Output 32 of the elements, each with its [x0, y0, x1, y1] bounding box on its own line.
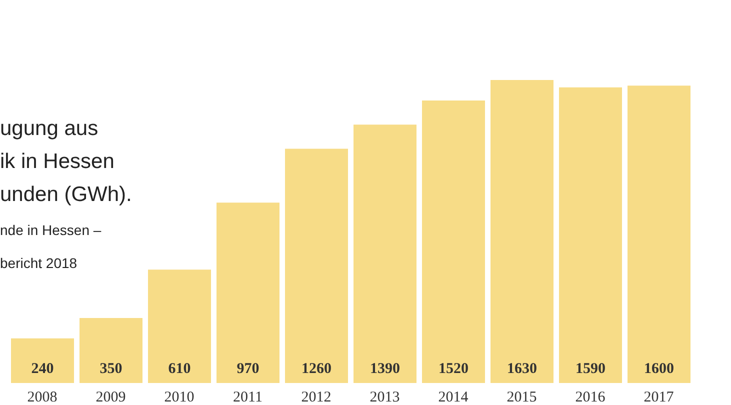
x-tick-label: 2008: [27, 390, 58, 405]
data-label: 1520: [438, 361, 468, 377]
data-label: 970: [236, 361, 260, 377]
bar: [285, 148, 348, 383]
data-label: 1600: [644, 361, 674, 377]
data-label: 1260: [302, 361, 332, 377]
x-tick-label: 2012: [301, 390, 332, 405]
bar: [80, 318, 142, 383]
x-tick-label: 2013: [370, 390, 400, 405]
x-tick-label: 2009: [96, 390, 126, 405]
bar: [354, 124, 416, 383]
data-label: 350: [100, 361, 122, 377]
data-label: 240: [31, 361, 54, 377]
data-label: 610: [168, 361, 191, 377]
x-tick-label: 2016: [575, 390, 606, 405]
x-tick-label: 2014: [438, 390, 469, 405]
bar: [490, 80, 554, 383]
x-tick-label: 2015: [506, 390, 537, 405]
x-tick-label: 2011: [233, 390, 262, 405]
x-tick-label: 2017: [644, 390, 674, 405]
data-label: 1390: [370, 361, 400, 377]
bar: [422, 100, 485, 383]
bar: [628, 86, 690, 383]
x-tick-label: 2010: [164, 390, 194, 405]
text: nde in Hessen – bericht 2018: [0, 222, 102, 271]
bar: [216, 202, 280, 383]
bar: [559, 87, 622, 383]
bar: [148, 270, 211, 383]
bar: [11, 338, 74, 383]
data-label: 1590: [576, 361, 606, 377]
data-label: 1630: [507, 361, 537, 377]
text: ugung aus ik in Hessen unden (GWh).: [0, 116, 132, 208]
